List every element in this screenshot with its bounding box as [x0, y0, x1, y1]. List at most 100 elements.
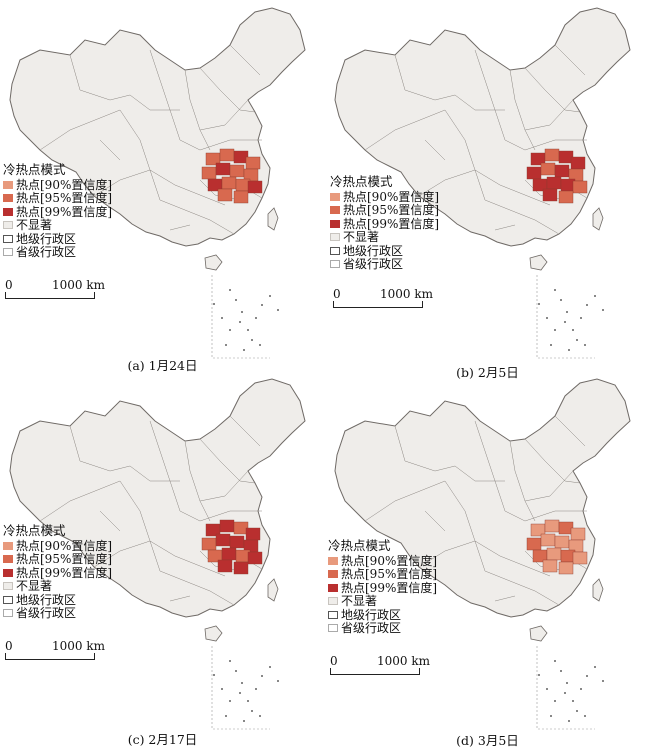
- hotspot-cell: [572, 180, 588, 194]
- hotspot-cell: [201, 166, 217, 180]
- legend-label: 热点[95%置信度]: [341, 567, 438, 582]
- hotspot-cell: [233, 190, 249, 204]
- legend-swatch: [3, 541, 13, 550]
- legend-label: 不显著: [341, 594, 378, 609]
- legend-swatch: [3, 555, 13, 564]
- legend-label: 热点[99%置信度]: [16, 565, 113, 580]
- legend-label: 热点[99%置信度]: [343, 216, 440, 231]
- legend: 冷热点模式 热点[90%置信度] 热点[95%置信度] 热点[99%置信度] 不显著 地级…: [3, 163, 112, 259]
- legend-item-hot95: 热点[95%置信度]: [328, 567, 438, 582]
- scale-start: 0: [333, 287, 341, 301]
- legend-item-hot99: 热点[99%置信度]: [330, 217, 439, 231]
- legend-item-pref: 地级行政区: [330, 244, 439, 258]
- hotspot-cell: [570, 156, 586, 170]
- map-panel-c: 冷热点模式 热点[90%置信度] 热点[95%置信度] 热点[99%置信度] 不显著 地级…: [0, 371, 325, 747]
- scale-bar: 0 1000 km: [5, 639, 105, 660]
- map-panel-d: 冷热点模式 热点[90%置信度] 热点[95%置信度] 热点[99%置信度] 不显著 地级…: [325, 371, 650, 748]
- legend-label: 不显著: [16, 218, 53, 233]
- hotspot-cell: [526, 166, 542, 180]
- taiwan-island: [267, 578, 279, 602]
- hotspot-cell: [215, 533, 231, 547]
- hainan-island: [529, 254, 548, 271]
- legend-swatch: [330, 260, 340, 269]
- legend-item-hot99: 热点[99%置信度]: [3, 205, 112, 219]
- legend-swatch: [328, 624, 338, 633]
- hotspot-cell: [540, 533, 556, 547]
- legend-swatch: [3, 582, 13, 591]
- legend-label: 不显著: [16, 579, 53, 594]
- legend-title: 冷热点模式: [328, 538, 391, 553]
- legend-label: 省级行政区: [341, 621, 402, 636]
- legend-label: 热点[90%置信度]: [343, 189, 440, 204]
- hotspot-cell: [544, 148, 560, 162]
- legend-item-hot90: 热点[90%置信度]: [3, 539, 112, 553]
- scale-end: 1000 km: [51, 278, 105, 292]
- legend-swatch: [330, 192, 340, 201]
- hotspot-cell: [221, 176, 237, 190]
- legend-swatch: [3, 595, 13, 604]
- legend-title: 冷热点模式: [3, 523, 66, 538]
- hotspot-cluster: [201, 519, 263, 575]
- taiwan-island: [267, 207, 279, 231]
- prefecture-boundaries: [39, 44, 263, 235]
- legend-label: 地级行政区: [16, 592, 77, 607]
- scale-bar: 0 1000 km: [333, 287, 433, 308]
- hotspot-cluster: [201, 148, 263, 204]
- south-sea-islands: [538, 289, 604, 351]
- legend-swatch: [3, 568, 13, 577]
- legend-swatch: [330, 246, 340, 255]
- hotspot-cluster: [526, 148, 588, 204]
- panel-caption: (d) 3月5日: [456, 733, 519, 748]
- legend-item-hot95: 热点[95%置信度]: [3, 552, 112, 566]
- legend-item-hot95: 热点[95%置信度]: [330, 203, 440, 218]
- taiwan-island: [592, 207, 604, 231]
- legend-label: 热点[99%置信度]: [341, 580, 438, 595]
- south-sea-islands: [538, 660, 604, 722]
- legend-item-hot99: 热点[99%置信度]: [3, 566, 112, 580]
- legend-item-hot99: 热点[99%置信度]: [328, 581, 437, 595]
- china-map: [334, 7, 631, 359]
- legend-label: 地级行政区: [343, 243, 404, 258]
- hotspot-cluster: [526, 519, 588, 575]
- legend-swatch: [328, 583, 338, 592]
- hotspot-cell: [546, 176, 562, 190]
- legend-swatch: [328, 597, 338, 606]
- hotspot-cell: [546, 547, 562, 561]
- legend-item-hot95: 热点[95%置信度]: [3, 191, 112, 205]
- legend-title: 冷热点模式: [3, 162, 66, 177]
- hotspot-cell: [221, 547, 237, 561]
- scale-end: 1000 km: [51, 639, 105, 653]
- scale-end: 1000 km: [379, 287, 433, 301]
- legend-label: 热点[95%置信度]: [343, 203, 440, 218]
- hainan-island: [204, 254, 223, 271]
- legend-swatch: [3, 194, 13, 203]
- legend-item-prov: 省级行政区: [328, 621, 437, 636]
- scale-start: 0: [5, 278, 13, 292]
- hotspot-cell: [542, 559, 558, 573]
- panel-caption: (c) 2月17日: [127, 732, 198, 747]
- hotspot-cell: [526, 537, 542, 551]
- taiwan-island: [592, 578, 604, 602]
- hotspot-cell: [245, 156, 261, 170]
- legend-item-prov: 省级行政区: [3, 606, 112, 620]
- scale-bar: 0 1000 km: [5, 278, 105, 299]
- legend-label: 热点[90%置信度]: [16, 177, 113, 192]
- legend-item-pref: 地级行政区: [328, 608, 437, 622]
- china-map: [9, 378, 306, 730]
- panel-caption: (a) 1月24日: [127, 358, 198, 373]
- panel-caption: (b) 2月5日: [456, 365, 519, 380]
- legend-item-prov: 省级行政区: [330, 257, 439, 271]
- hotspot-cell: [215, 162, 231, 176]
- legend-swatch: [328, 570, 338, 579]
- legend-title: 冷热点模式: [330, 174, 393, 189]
- map-panel-b: 冷热点模式 热点[90%置信度] 热点[95%置信度] 热点[99%置信度] 不显著 地级…: [325, 0, 650, 380]
- legend-item-pref: 地级行政区: [3, 232, 112, 246]
- south-sea-islands: [213, 660, 279, 722]
- legend-item-prov: 省级行政区: [3, 245, 112, 259]
- legend-swatch: [3, 221, 13, 230]
- legend-item-hot90: 热点[90%置信度]: [3, 178, 112, 192]
- hotspot-cell: [572, 551, 588, 565]
- legend-label: 不显著: [343, 230, 380, 245]
- legend-swatch: [3, 234, 13, 243]
- scale-start: 0: [5, 639, 13, 653]
